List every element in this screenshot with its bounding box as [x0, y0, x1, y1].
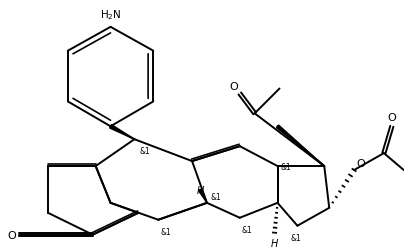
Polygon shape — [110, 125, 134, 140]
Text: &1: &1 — [242, 225, 253, 234]
Text: H: H — [196, 185, 204, 195]
Polygon shape — [277, 126, 324, 166]
Text: &1: &1 — [290, 233, 301, 242]
Polygon shape — [198, 190, 207, 203]
Text: &1: &1 — [160, 227, 171, 236]
Text: O: O — [388, 113, 396, 123]
Text: O: O — [7, 230, 16, 240]
Text: &1: &1 — [210, 192, 221, 201]
Text: O: O — [229, 82, 238, 92]
Text: &1: &1 — [139, 147, 150, 156]
Text: H: H — [271, 238, 278, 248]
Text: H$_2$N: H$_2$N — [100, 8, 122, 22]
Text: &1: &1 — [281, 162, 292, 171]
Text: O: O — [356, 158, 365, 168]
